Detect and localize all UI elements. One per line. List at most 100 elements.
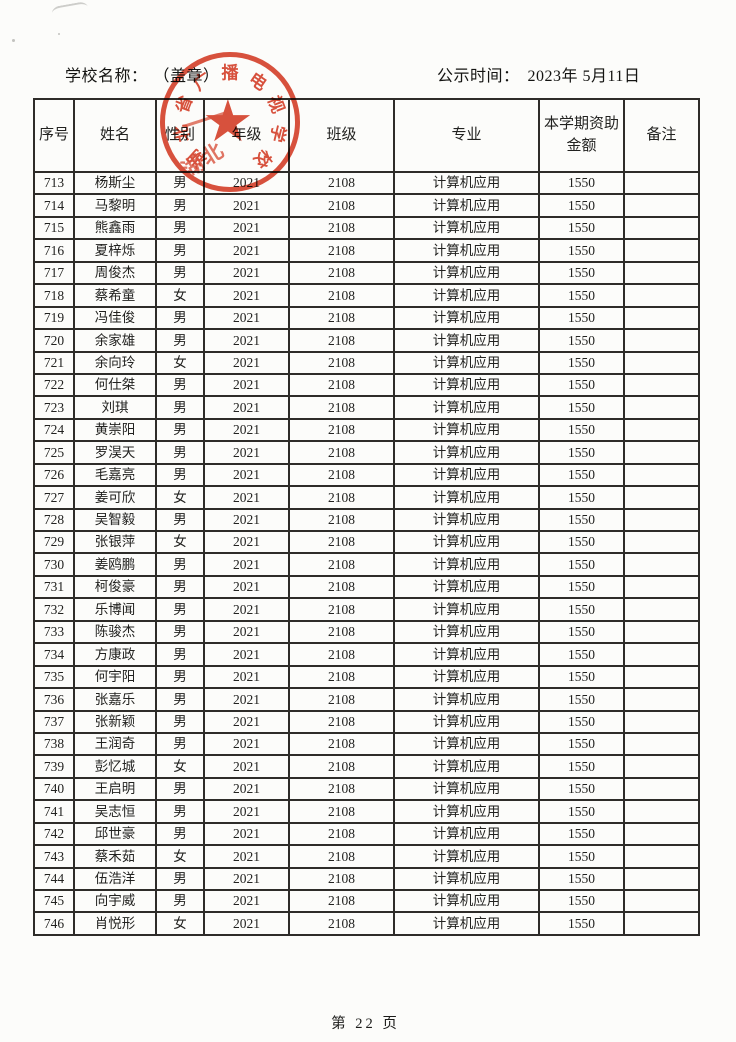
- cell-no: 742: [33, 821, 75, 847]
- cell-gender: 男: [155, 417, 205, 443]
- cell-major: 计算机应用: [393, 350, 540, 375]
- table-row: 737 张新颖男 2021 2108 计算机应用 1550: [33, 709, 700, 734]
- cell-no: 722: [33, 372, 75, 398]
- column-header-name: 姓名: [73, 98, 157, 173]
- cell-grade: 2021: [203, 215, 290, 241]
- cell-note: [623, 754, 700, 779]
- cell-class: 2108: [288, 170, 395, 196]
- cell-no: 723: [33, 395, 75, 420]
- cell-grade: 2021: [203, 440, 290, 465]
- cell-class: 2108: [288, 888, 395, 914]
- cell-amount: 1550: [538, 238, 625, 263]
- cell-name: 蔡希童: [73, 283, 157, 308]
- cell-gender: 男: [155, 821, 205, 847]
- cell-no: 745: [33, 888, 75, 914]
- cell-note: [623, 731, 700, 757]
- cell-class: 2108: [288, 372, 395, 398]
- cell-class: 2108: [288, 731, 395, 757]
- cell-gender: 男: [155, 215, 205, 241]
- cell-grade: 2021: [203, 529, 290, 555]
- table-row: 726 毛嘉亮男 2021 2108 计算机应用 1550: [33, 462, 700, 488]
- cell-note: [623, 372, 700, 398]
- cell-grade: 2021: [203, 260, 290, 286]
- cell-no: 713: [33, 170, 75, 196]
- cell-name: 乐博闻: [73, 597, 157, 622]
- cell-no: 734: [33, 642, 75, 667]
- cell-no: 740: [33, 776, 75, 802]
- cell-no: 715: [33, 215, 75, 241]
- cell-no: 717: [33, 260, 75, 286]
- table-row: 717 周俊杰男 2021 2108 计算机应用 1550: [33, 260, 700, 286]
- cell-grade: 2021: [203, 799, 290, 824]
- cell-gender: 男: [155, 372, 205, 398]
- table-row: 744 伍浩洋男 2021 2108 计算机应用 1550: [33, 866, 700, 892]
- cell-note: [623, 462, 700, 488]
- cell-gender: 男: [155, 687, 205, 712]
- cell-note: [623, 507, 700, 533]
- cell-note: [623, 552, 700, 577]
- cell-gender: 男: [155, 799, 205, 824]
- cell-major: 计算机应用: [393, 642, 540, 667]
- cell-class: 2108: [288, 260, 395, 286]
- cell-class: 2108: [288, 440, 395, 465]
- cell-amount: 1550: [538, 372, 625, 398]
- seal-arc-char: 电: [245, 68, 271, 95]
- cell-note: [623, 911, 700, 936]
- cell-major: 计算机应用: [393, 440, 540, 465]
- cell-gender: 男: [155, 238, 205, 263]
- cell-amount: 1550: [538, 888, 625, 914]
- cell-grade: 2021: [203, 507, 290, 533]
- cell-major: 计算机应用: [393, 462, 540, 488]
- cell-note: [623, 687, 700, 712]
- table-row: 734 方康政男 2021 2108 计算机应用 1550: [33, 642, 700, 667]
- cell-class: 2108: [288, 844, 395, 869]
- cell-grade: 2021: [203, 911, 290, 936]
- cell-grade: 2021: [203, 642, 290, 667]
- cell-note: [623, 238, 700, 263]
- column-header-gender: 性别: [155, 98, 205, 173]
- cell-name: 王润奇: [73, 731, 157, 757]
- cell-note: [623, 799, 700, 824]
- table-row: 736 张嘉乐男 2021 2108 计算机应用 1550: [33, 687, 700, 712]
- cell-no: 727: [33, 485, 75, 510]
- cell-no: 736: [33, 687, 75, 712]
- publish-date: 2023年 5月11日: [527, 68, 641, 85]
- cell-major: 计算机应用: [393, 888, 540, 914]
- cell-name: 方康政: [73, 642, 157, 667]
- publish-time-line: 公示时间： 2023年 5月11日: [437, 62, 640, 86]
- cell-grade: 2021: [203, 372, 290, 398]
- cell-note: [623, 395, 700, 420]
- cell-no: 746: [33, 911, 75, 936]
- cell-amount: 1550: [538, 821, 625, 847]
- cell-major: 计算机应用: [393, 597, 540, 622]
- column-header-grade: 年级: [203, 98, 290, 173]
- cell-amount: 1550: [538, 619, 625, 645]
- column-header-note: 备注: [623, 98, 700, 173]
- cell-grade: 2021: [203, 328, 290, 353]
- cell-gender: 男: [155, 574, 205, 600]
- cell-name: 张银萍: [73, 529, 157, 555]
- cell-name: 伍浩洋: [73, 866, 157, 892]
- cell-name: 邱世豪: [73, 821, 157, 847]
- cell-class: 2108: [288, 328, 395, 353]
- cell-class: 2108: [288, 597, 395, 622]
- cell-note: [623, 642, 700, 667]
- cell-amount: 1550: [538, 305, 625, 331]
- cell-gender: 男: [155, 642, 205, 667]
- column-header-no: 序号: [33, 98, 75, 173]
- cell-amount: 1550: [538, 350, 625, 375]
- cell-amount: 1550: [538, 844, 625, 869]
- table-row: 731 柯俊豪男 2021 2108 计算机应用 1550: [33, 574, 700, 600]
- table-row: 721 余向玲女 2021 2108 计算机应用 1550: [33, 350, 700, 375]
- cell-note: [623, 574, 700, 600]
- cell-amount: 1550: [538, 552, 625, 577]
- cell-grade: 2021: [203, 844, 290, 869]
- cell-class: 2108: [288, 619, 395, 645]
- cell-note: [623, 440, 700, 465]
- table-body: 713 杨斯尘男 2021 2108 计算机应用 1550 714 马黎明男 2021 2108 计…: [33, 170, 700, 936]
- cell-grade: 2021: [203, 709, 290, 734]
- cell-gender: 男: [155, 260, 205, 286]
- cell-major: 计算机应用: [393, 193, 540, 218]
- table-row: 733 陈骏杰男 2021 2108 计算机应用 1550: [33, 619, 700, 645]
- page-number: 第 22 页: [331, 1016, 400, 1032]
